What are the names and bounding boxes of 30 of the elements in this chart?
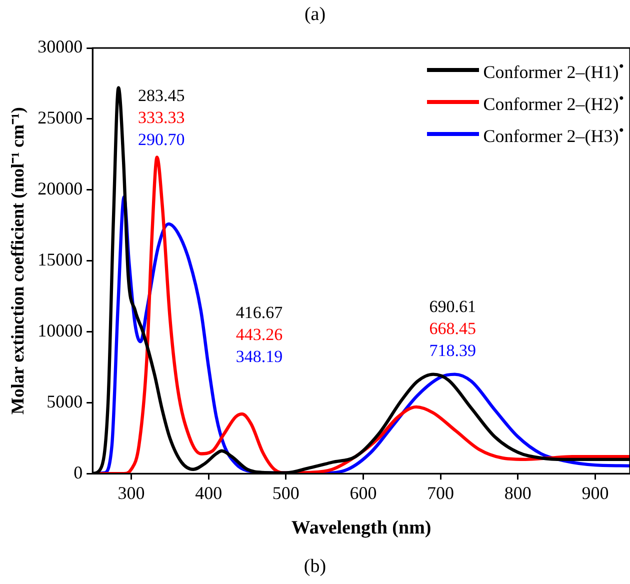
x-tick-label: 700 <box>427 483 454 504</box>
annotation: 443.26 <box>236 325 283 344</box>
annotation: 283.45 <box>138 86 185 105</box>
x-tick-label: 400 <box>195 483 222 504</box>
legend-label: Conformer 2–(H2)$^{•}$ <box>483 90 624 116</box>
x-axis-title: Wavelength (nm) <box>291 518 432 539</box>
annotation: 333.33 <box>138 108 185 127</box>
y-tick-label: 30000 <box>38 36 83 57</box>
x-tick-label: 800 <box>504 483 532 504</box>
y-axis-title: Molar extinction coefficient (mol⁻¹ cm⁻¹) <box>7 107 28 414</box>
x-tick-label: 300 <box>118 483 145 504</box>
annotation: 690.61 <box>429 297 476 316</box>
y-tick-label: 25000 <box>38 108 83 128</box>
annotation: 290.70 <box>138 130 185 149</box>
legend-label: Conformer 2–(H1)$^{•}$ <box>483 58 624 84</box>
y-tick-label: 10000 <box>38 320 83 340</box>
x-tick-label: 500 <box>272 483 300 504</box>
legend-label: Conformer 2–(H3)$^{•}$ <box>483 122 624 148</box>
x-tick-label: 600 <box>350 483 377 504</box>
annotation: 348.19 <box>236 347 283 366</box>
text: (b) <box>302 556 328 578</box>
text: (a) <box>303 4 327 26</box>
annotation: 668.45 <box>429 319 476 338</box>
y-tick-label: 0 <box>74 462 83 482</box>
y-tick-label: 15000 <box>38 250 83 270</box>
annotation: 718.39 <box>429 341 476 360</box>
x-tick-label: 900 <box>582 483 609 504</box>
y-tick-label: 5000 <box>46 391 83 412</box>
annotation: 416.67 <box>236 303 284 322</box>
y-tick-label: 20000 <box>38 178 83 199</box>
